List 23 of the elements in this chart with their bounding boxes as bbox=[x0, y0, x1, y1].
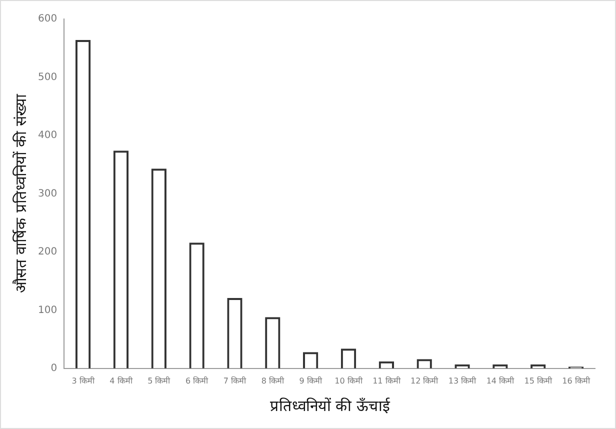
x-tick-label: 7 किमी bbox=[223, 375, 248, 386]
x-tick-label: 6 किमी bbox=[185, 375, 210, 386]
y-tick-label: 400 bbox=[38, 130, 58, 142]
x-tick-label: 12 किमी bbox=[410, 375, 440, 386]
x-axis-title: प्रतिध्वनियों की ऊँचाई bbox=[270, 396, 390, 415]
y-tick-label: 500 bbox=[38, 72, 58, 83]
x-tick-label: 10 किमी bbox=[334, 375, 364, 386]
x-tick-label: 5 किमी bbox=[148, 375, 172, 386]
x-tick-label: 4 किमी bbox=[110, 375, 134, 386]
x-tick-label: 14 किमी bbox=[486, 375, 516, 386]
y-tick-label: 600 bbox=[38, 14, 58, 25]
y-tick-label: 200 bbox=[38, 246, 58, 258]
y-tick-label: 300 bbox=[38, 188, 58, 200]
x-tick-label: 15 किमी bbox=[524, 375, 553, 386]
x-tick-label: 8 किमी bbox=[261, 375, 285, 386]
y-axis-title: औसत वार्षिक प्रतिध्वनियों की संख्या bbox=[12, 93, 30, 294]
x-tick-label: 11 किमी bbox=[372, 375, 402, 386]
y-tick-label: 0 bbox=[50, 362, 58, 374]
x-tick-label: 9 किमी bbox=[299, 375, 323, 386]
y-tick-label: 100 bbox=[38, 304, 58, 316]
x-tick-label: 3 किमी bbox=[72, 375, 96, 386]
x-tick-label: 13 किमी bbox=[448, 375, 478, 386]
x-tick-label: 16 किमी bbox=[562, 375, 591, 386]
